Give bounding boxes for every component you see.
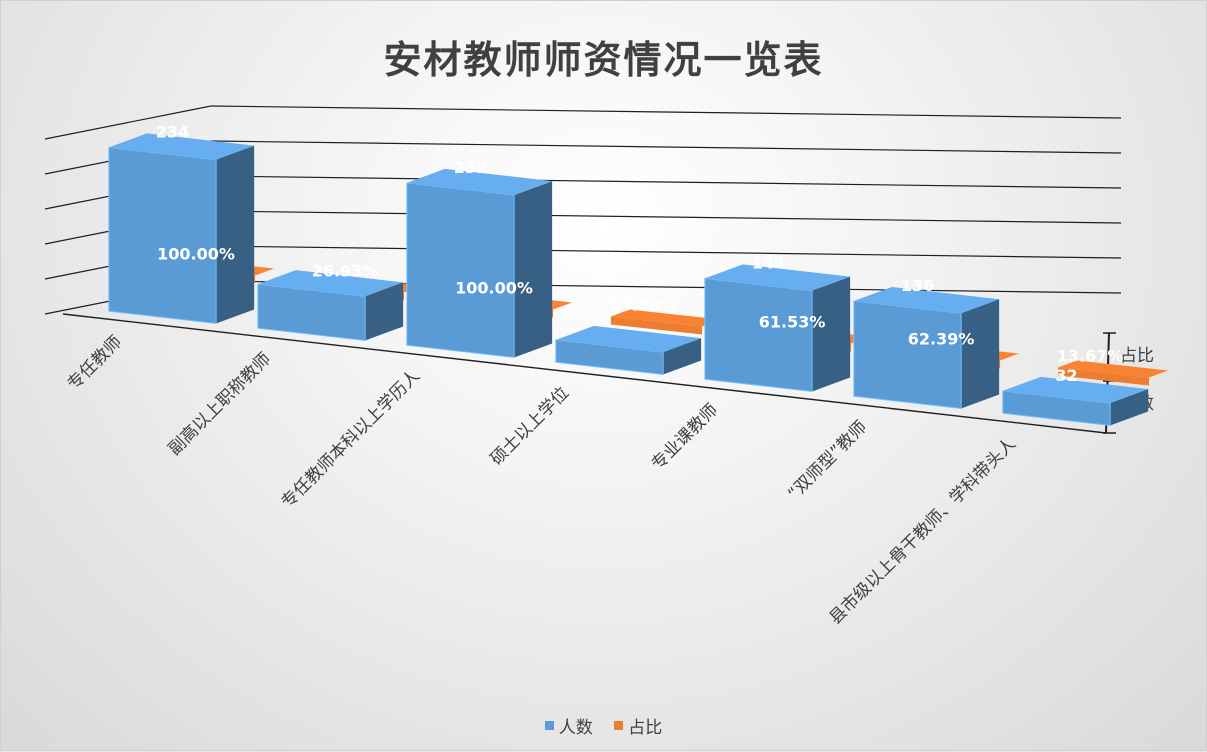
back-gridline xyxy=(210,105,1122,119)
depth-axis-label: 占比 xyxy=(1120,346,1154,366)
count-bar-top xyxy=(853,287,1000,314)
count-bar-top xyxy=(406,168,553,196)
ratio-data-label: 100.00% xyxy=(157,245,235,264)
back-gridline xyxy=(210,175,1122,189)
count-bar-side xyxy=(812,276,851,392)
ratio-data-label: 13.67% xyxy=(1057,347,1124,366)
count-bar-top xyxy=(257,270,404,297)
count-bar-side xyxy=(961,299,1000,409)
legend-swatch-series-2 xyxy=(614,721,624,730)
count-bar xyxy=(853,300,962,410)
count-bar-top xyxy=(555,325,702,353)
count-bar xyxy=(704,277,813,393)
category-label: 专业课教师 xyxy=(648,400,722,474)
count-bar-side xyxy=(365,282,404,341)
floor-front-edge xyxy=(62,313,1107,434)
legend-label-series-2: 占比 xyxy=(628,718,663,738)
category-label: 硕士以上学位 xyxy=(487,383,573,469)
chart-legend: 人数 占比 xyxy=(1,713,1206,738)
count-data-label: 32 xyxy=(1055,366,1077,385)
legend-swatch-series-1 xyxy=(544,721,554,730)
category-label: 县市级以上骨干教师、学科带头人 xyxy=(826,434,1020,628)
ratio-slab-top xyxy=(610,309,722,327)
chart-title: 安材教师师资情况一览表 xyxy=(383,38,824,82)
back-gridline xyxy=(210,245,1122,259)
legend-item-series-2: 占比 xyxy=(614,713,662,738)
category-label: “双师型”教师 xyxy=(784,417,871,504)
count-bar-top xyxy=(1002,376,1149,404)
ratio-slab xyxy=(610,316,703,335)
side-gridline xyxy=(44,105,212,140)
ratio-slab-top xyxy=(1057,360,1169,378)
count-bar xyxy=(406,182,515,359)
count-bar xyxy=(257,283,366,342)
count-bar-top xyxy=(704,264,851,291)
back-gridline xyxy=(210,210,1122,224)
ratio-data-label: 62.39% xyxy=(908,330,975,349)
ratio-data-label: 26.93% xyxy=(312,262,379,281)
ratio-data-label: 13.68% xyxy=(610,296,677,315)
count-bar-top xyxy=(108,133,255,160)
legend-item-series-1: 人数 xyxy=(544,713,593,738)
count-bar-side xyxy=(663,338,702,375)
count-bar-side xyxy=(514,181,553,358)
count-data-label: 232 xyxy=(454,158,487,177)
count-bar xyxy=(108,146,217,325)
count-bar-side xyxy=(216,145,255,324)
category-label: 专任教师 xyxy=(64,332,126,394)
count-data-label: 136 xyxy=(901,276,934,295)
ratio-data-label: 100.00% xyxy=(455,279,533,298)
category-label: 专任教师本科以上学历人 xyxy=(278,366,424,512)
legend-label-series-1: 人数 xyxy=(558,718,593,738)
back-gridline xyxy=(210,140,1122,154)
count-data-label: 144 xyxy=(752,253,785,272)
ratio-data-label: 61.53% xyxy=(759,313,826,332)
count-bar-side xyxy=(1110,389,1149,426)
ratio-slab xyxy=(1057,367,1150,386)
count-data-label: 234 xyxy=(156,122,189,141)
category-label: 副高以上职称教师 xyxy=(165,349,275,459)
